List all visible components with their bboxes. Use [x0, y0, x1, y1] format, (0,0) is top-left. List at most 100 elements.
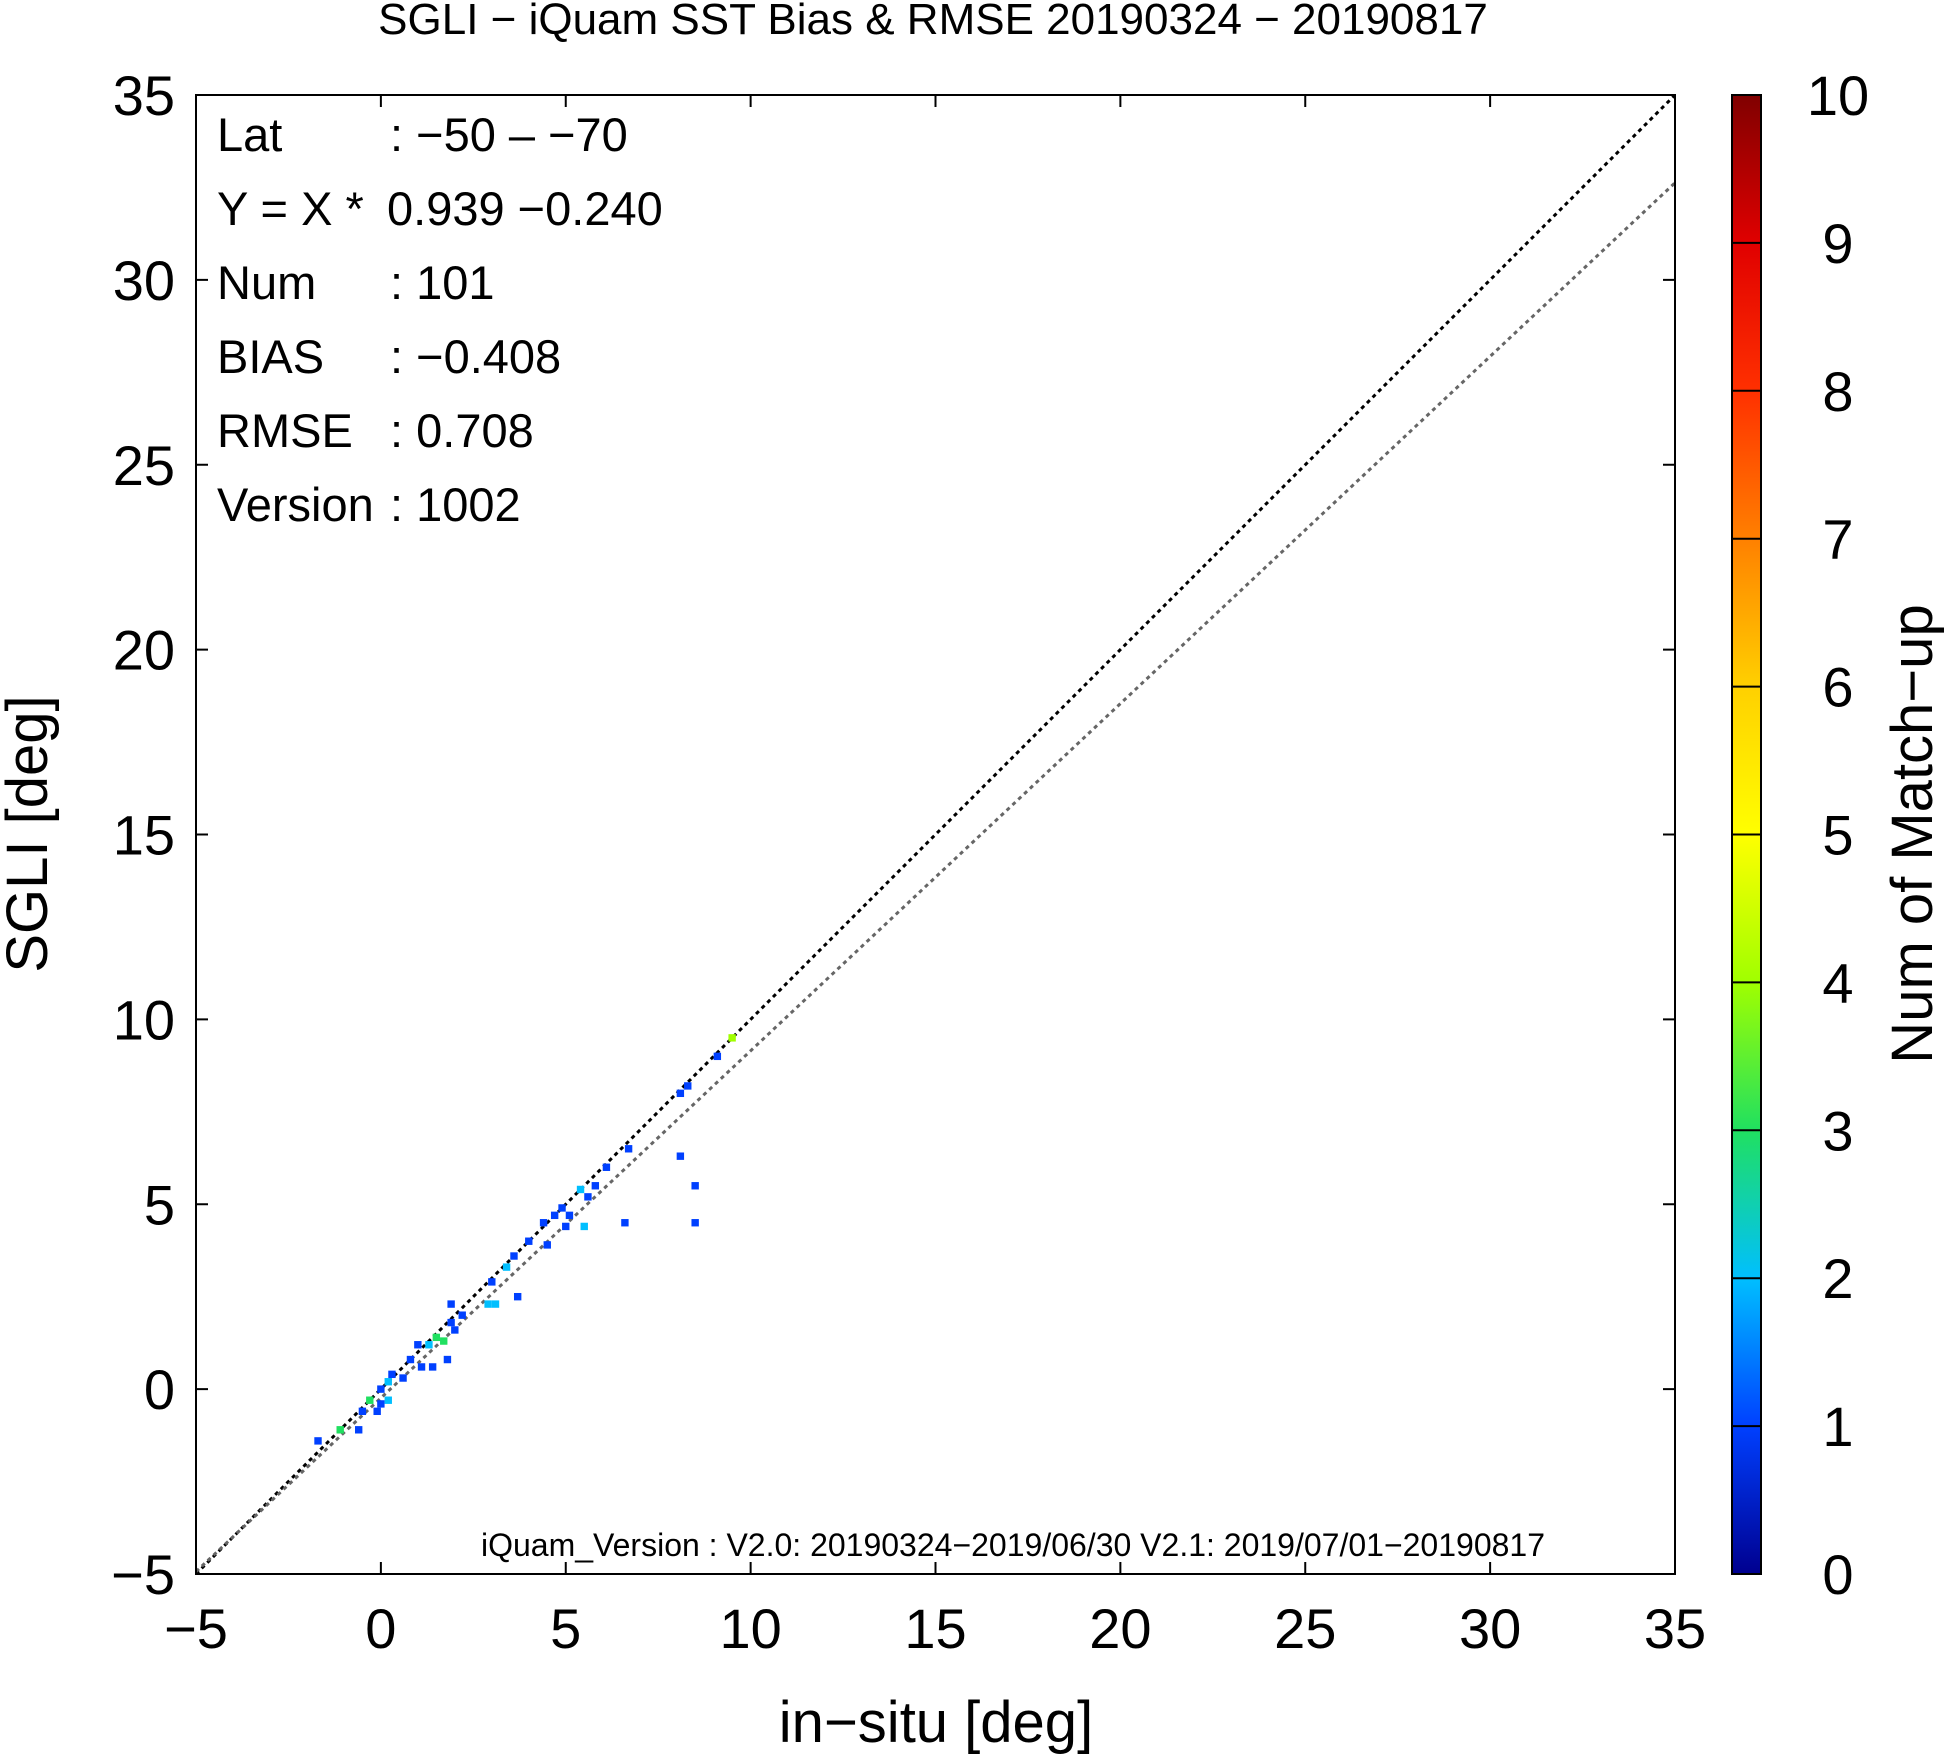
- data-point: [510, 1252, 518, 1260]
- colorbar-tick-label: 9: [1822, 212, 1853, 275]
- data-point: [484, 1300, 492, 1308]
- data-point: [354, 1426, 363, 1434]
- data-point: [728, 1034, 736, 1042]
- data-point: [443, 1355, 452, 1364]
- stat-key: Lat: [217, 108, 282, 161]
- data-point: [565, 1211, 574, 1220]
- data-point: [388, 1370, 396, 1379]
- data-point: [447, 1318, 455, 1327]
- x-tick-label: 5: [550, 1597, 581, 1660]
- data-point: [377, 1385, 385, 1393]
- stat-value: : −50 – −70: [390, 108, 628, 161]
- x-tick-label: 20: [1089, 1597, 1151, 1660]
- data-point: [432, 1333, 441, 1342]
- y-tick-label: 5: [144, 1173, 175, 1236]
- scatter-points: [314, 1034, 736, 1445]
- stat-value: 0.939 −0.240: [387, 182, 663, 235]
- colorbar-ticks: 0 1 2 3 4 5 6 7 8 9 10: [1732, 64, 1869, 1606]
- data-point: [580, 1222, 588, 1231]
- colorbar-tick-label: 8: [1822, 360, 1853, 423]
- data-point: [336, 1426, 344, 1434]
- data-point: [406, 1355, 415, 1364]
- data-point: [488, 1278, 496, 1286]
- chart-title: SGLI − iQuam SST Bias & RMSE 20190324 − …: [378, 0, 1488, 44]
- data-point: [440, 1337, 448, 1345]
- x-tick-label: 10: [719, 1597, 781, 1660]
- stat-key: Num: [217, 256, 316, 309]
- data-point: [447, 1300, 455, 1308]
- y-tick-label: 35: [113, 64, 175, 127]
- colorbar-tick-label: 3: [1822, 1099, 1853, 1162]
- stat-key: BIAS: [217, 330, 324, 383]
- stat-key: Version: [217, 478, 374, 531]
- data-point: [384, 1378, 392, 1386]
- data-point: [502, 1263, 511, 1271]
- data-point: [377, 1400, 385, 1408]
- x-tick-label: 35: [1644, 1597, 1706, 1660]
- data-point: [576, 1185, 585, 1194]
- stat-value: : 101: [390, 256, 495, 309]
- x-tick-label: 15: [904, 1597, 966, 1660]
- data-point: [428, 1363, 437, 1371]
- colorbar-tick-label: 6: [1822, 656, 1853, 719]
- data-point: [314, 1437, 322, 1445]
- colorbar-tick-label: 10: [1807, 64, 1869, 127]
- x-tick-label: 0: [365, 1597, 396, 1660]
- colorbar-tick-label: 2: [1822, 1247, 1853, 1310]
- data-point: [602, 1163, 611, 1171]
- data-point: [525, 1237, 533, 1245]
- data-point: [691, 1182, 699, 1190]
- data-point: [414, 1341, 422, 1349]
- y-tick-label: 15: [113, 804, 175, 867]
- data-point: [358, 1407, 367, 1416]
- data-point: [539, 1219, 548, 1227]
- data-point: [676, 1089, 685, 1098]
- colorbar-tick-label: 7: [1822, 508, 1853, 571]
- stats-annotation: Lat : −50 – −70 Y = X * 0.939 −0.240 Num : 10…: [217, 108, 663, 531]
- data-point: [451, 1326, 459, 1334]
- data-point: [425, 1341, 433, 1349]
- iquam-version-footnote: iQuam_Version : V2.0: 20190324−2019/06/3…: [481, 1527, 1545, 1563]
- y-tick-label: 30: [113, 249, 175, 312]
- data-point: [384, 1396, 392, 1404]
- data-point: [513, 1292, 522, 1301]
- colorbar-title: Num of Match−up: [1880, 604, 1945, 1063]
- data-point: [543, 1241, 551, 1249]
- data-point: [591, 1182, 600, 1190]
- plot-area: [196, 95, 1675, 1574]
- data-point: [584, 1193, 592, 1201]
- data-point: [558, 1204, 566, 1212]
- data-point: [366, 1396, 374, 1404]
- stat-value: : −0.408: [390, 330, 561, 383]
- y-axis-title: SGLI [deg]: [0, 695, 60, 972]
- stat-value: : 1002: [390, 478, 521, 531]
- colorbar-tick-label: 0: [1822, 1543, 1853, 1606]
- y-axis: −5 0 5 10 15 20 25 30 35: [111, 64, 1675, 1606]
- x-tick-label: 25: [1274, 1597, 1336, 1660]
- data-point: [713, 1052, 722, 1061]
- data-point: [491, 1300, 500, 1308]
- stat-key: RMSE: [217, 404, 353, 457]
- data-point: [676, 1152, 685, 1160]
- colorbar-tick-label: 5: [1822, 804, 1853, 867]
- data-point: [550, 1211, 559, 1220]
- x-tick-label: 30: [1459, 1597, 1521, 1660]
- colorbar-tick-label: 1: [1822, 1395, 1853, 1458]
- y-tick-label: 20: [113, 619, 175, 682]
- y-tick-label: −5: [111, 1543, 175, 1606]
- y-tick-label: 25: [113, 434, 175, 497]
- x-tick-label: −5: [164, 1597, 228, 1660]
- colorbar-tick-label: 4: [1822, 951, 1853, 1014]
- data-point: [684, 1082, 692, 1090]
- stat-key: Y = X *: [217, 182, 364, 235]
- data-point: [691, 1219, 699, 1227]
- x-axis: −5 0 5 10 15 20 25 30 35: [164, 95, 1706, 1660]
- data-point: [417, 1363, 426, 1371]
- data-point: [562, 1222, 570, 1231]
- data-point: [399, 1374, 407, 1382]
- y-tick-label: 0: [144, 1358, 175, 1421]
- x-axis-title: in−situ [deg]: [779, 1690, 1093, 1755]
- data-point: [458, 1311, 466, 1319]
- stat-value: : 0.708: [390, 404, 534, 457]
